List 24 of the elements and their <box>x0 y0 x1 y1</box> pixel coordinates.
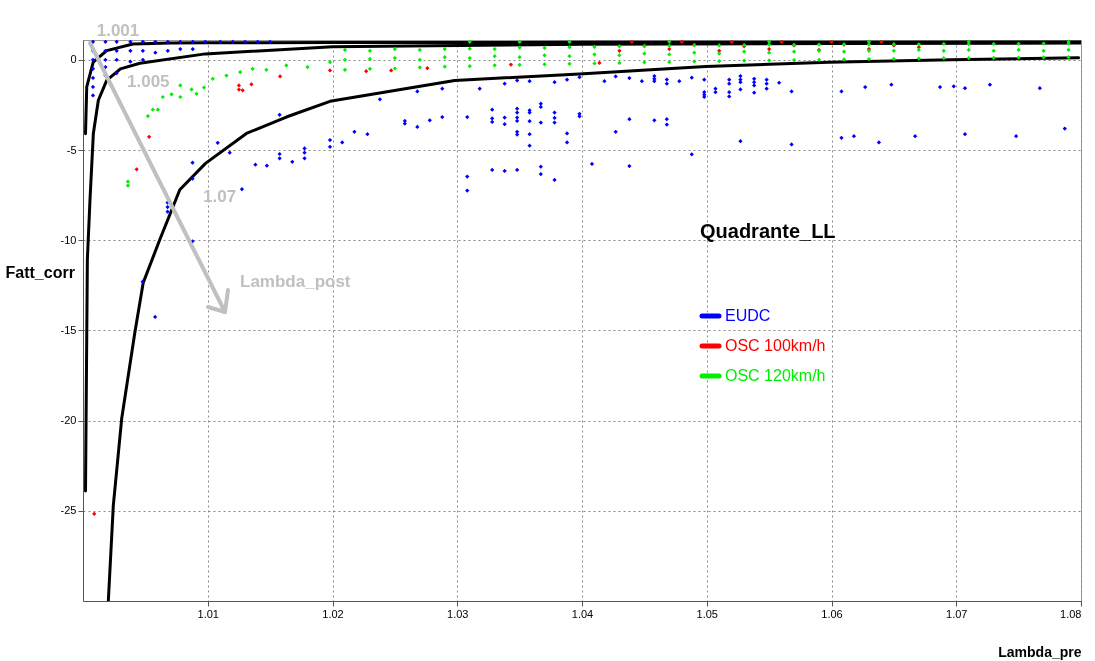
legend-label: OSC 120km/h <box>725 367 826 384</box>
y-tick-label: -5 <box>66 143 77 156</box>
x-tick-label: 1.06 <box>821 607 843 620</box>
y-tick-label: -10 <box>60 233 77 246</box>
annotation: 1.001 <box>96 21 140 40</box>
y-axis-title: Fatt_corr <box>5 263 75 281</box>
x-tick-label: 1.02 <box>322 607 344 620</box>
y-tick-label: 0 <box>70 53 77 66</box>
y-tick-label: -25 <box>60 504 77 517</box>
legend-label: OSC 100km/h <box>725 337 826 354</box>
x-tick-label: 1.04 <box>571 607 594 620</box>
y-tick-label: -15 <box>60 323 77 336</box>
x-tick-label: 1.07 <box>946 607 968 620</box>
x-tick-label: 1.08 <box>1060 607 1082 620</box>
y-tick-label: -20 <box>60 414 77 427</box>
annotation: Lambda_post <box>240 272 351 291</box>
x-tick-label: 1.05 <box>696 607 718 620</box>
x-axis-title: Lambda_pre <box>998 643 1082 660</box>
legend-title: Quadrante_LL <box>700 220 836 242</box>
legend-label: EUDC <box>725 307 771 324</box>
annotation: 1.005 <box>127 72 170 91</box>
annotation: 1.07 <box>203 187 237 206</box>
x-tick-label: 1.01 <box>197 607 219 620</box>
x-tick-label: 1.03 <box>447 607 469 620</box>
